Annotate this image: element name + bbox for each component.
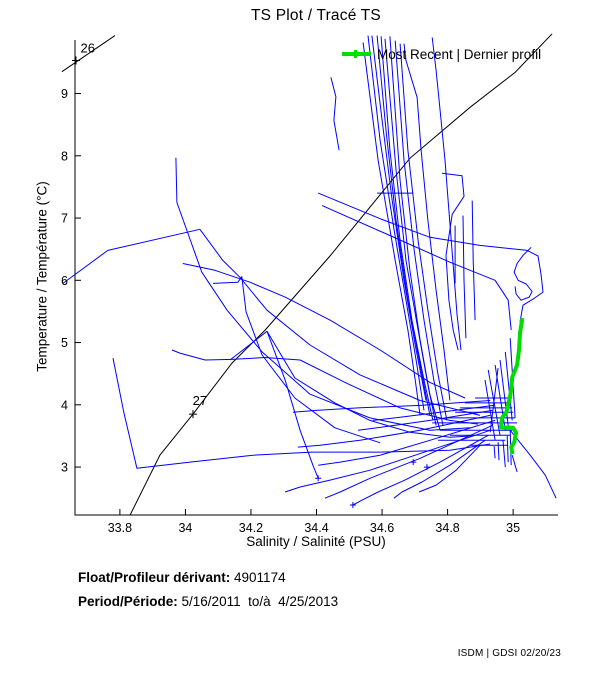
x-axis-tick-label: 34.2 <box>239 521 263 535</box>
ts-profile-line <box>441 172 465 351</box>
ts-profile-line <box>502 440 506 468</box>
float-id-value: 4901174 <box>230 570 286 585</box>
y-axis-label: Temperature / Température (°C) <box>34 181 50 372</box>
float-id-line: Float/Profileur dérivant: 4901174 <box>78 570 286 585</box>
y-axis-tick-label: 8 <box>61 149 68 163</box>
ts-profile-line <box>380 36 434 421</box>
ts-profile-line <box>431 37 462 351</box>
ts-profile-line <box>330 77 340 151</box>
ts-profile-line <box>367 35 425 411</box>
ts-profile-line <box>324 424 493 499</box>
density-contour-line <box>61 35 116 73</box>
most-recent-profile-line <box>499 317 525 455</box>
ts-profile-line <box>462 215 467 339</box>
x-axis-tick-label: 34.4 <box>304 521 328 535</box>
ts-profile-line <box>509 429 557 499</box>
y-axis-tick-label: 3 <box>61 461 68 475</box>
ts-profile-line <box>175 157 471 431</box>
ts-profile-line <box>389 36 441 431</box>
y-axis-tick-label: 5 <box>61 336 68 350</box>
ts-profile-line <box>212 276 381 444</box>
period-value: 5/16/2011 to/à 4/25/2013 <box>177 594 339 609</box>
ts-profile-line <box>372 404 495 421</box>
ts-profile-line <box>297 414 491 448</box>
y-axis-tick-label: 4 <box>61 398 68 412</box>
x-axis-tick-label: 34.6 <box>370 521 394 535</box>
ts-profile-line <box>399 43 448 421</box>
float-id-label: Float/Profileur dérivant: <box>78 570 231 585</box>
plot-title: TS Plot / Tracé TS <box>251 7 381 24</box>
x-axis-tick-label: 33.8 <box>108 521 132 535</box>
ts-profile-line <box>371 35 427 401</box>
y-axis-tick-label: 7 <box>61 212 68 226</box>
period-label: Period/Période: <box>78 594 178 609</box>
density-contour-marker <box>188 410 197 419</box>
y-axis-tick-label: 6 <box>61 274 68 288</box>
ts-profile-line <box>493 445 496 459</box>
ts-profile-line <box>358 409 493 431</box>
density-contour-line <box>129 33 553 516</box>
ts-profile-line <box>352 434 489 506</box>
ts-profile-line <box>484 379 496 441</box>
ts-profile-line <box>292 400 491 413</box>
ts-profile-line <box>506 435 509 463</box>
profile-end-marker <box>315 475 322 482</box>
density-contour-marker <box>71 56 80 65</box>
ts-profile-line <box>394 40 444 426</box>
ts-profile-line <box>513 246 533 301</box>
ts-profile-line <box>62 228 481 416</box>
ts-profile-line <box>403 43 451 401</box>
ts-profile-line <box>266 331 319 479</box>
profile-end-marker <box>423 464 430 471</box>
ts-profile-line <box>362 42 421 416</box>
ts-profile-line <box>318 192 544 323</box>
ts-profile-line <box>284 429 491 493</box>
x-axis-label: Salinity / Salinité (PSU) <box>246 534 386 549</box>
legend: Most Recent | Dernier profil <box>342 46 541 62</box>
density-contour-label: 26 <box>81 41 95 56</box>
credit-text: ISDM | GDSI 02/20/23 <box>457 648 561 659</box>
ts-profile-line <box>318 419 496 466</box>
ts-profile-line <box>511 455 518 473</box>
profile-end-marker <box>410 459 417 466</box>
legend-line-sample <box>342 50 371 58</box>
ts-profile-line <box>418 444 481 493</box>
ts-profile-line <box>504 351 513 421</box>
density-contour-label: 27 <box>193 393 207 408</box>
period-line: Period/Période: 5/16/2011 to/à 4/25/2013 <box>78 594 338 609</box>
axes-lines <box>74 40 558 516</box>
ts-profile-line <box>229 330 473 438</box>
ts-profile-line <box>471 200 476 321</box>
y-axis-tick-label: 9 <box>61 87 68 101</box>
x-axis-tick-label: 35 <box>506 521 520 535</box>
ts-profile-line <box>489 368 499 433</box>
legend-marker-icon <box>354 50 357 58</box>
legend-label: Most Recent | Dernier profil <box>377 46 542 62</box>
profile-end-marker <box>349 502 356 509</box>
ts-profile-line <box>321 205 512 331</box>
x-axis-tick-label: 34.8 <box>435 521 459 535</box>
x-axis-tick-label: 34 <box>178 521 192 535</box>
ts-profile-line <box>376 35 431 416</box>
ts-profile-line <box>384 38 437 426</box>
ts-profile-line <box>393 439 486 499</box>
ts-profile-line <box>497 442 500 461</box>
